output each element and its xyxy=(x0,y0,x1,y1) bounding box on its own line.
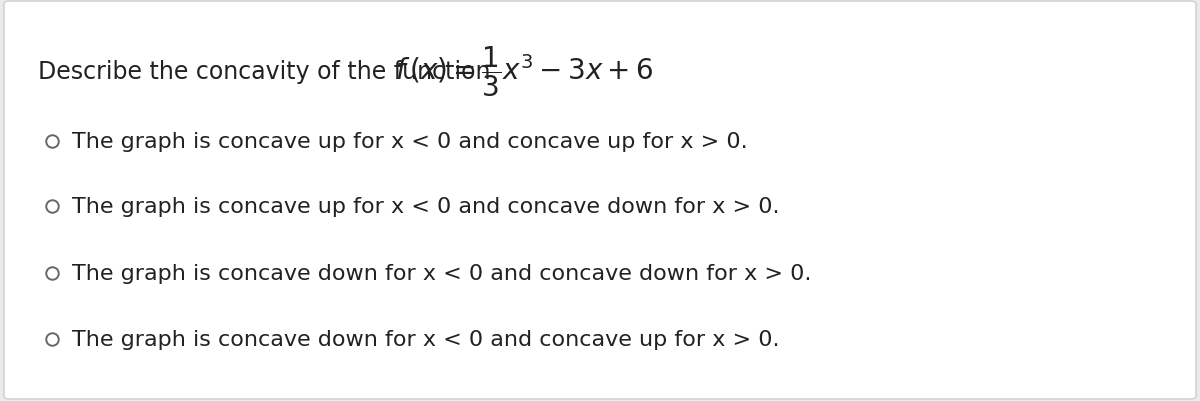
Text: $f\,(x) = \dfrac{1}{3}x^3 - 3x + 6$: $f\,(x) = \dfrac{1}{3}x^3 - 3x + 6$ xyxy=(395,45,654,99)
Text: The graph is concave up for x < 0 and concave down for x > 0.: The graph is concave up for x < 0 and co… xyxy=(72,196,780,217)
Text: The graph is concave down for x < 0 and concave down for x > 0.: The graph is concave down for x < 0 and … xyxy=(72,263,811,283)
Text: The graph is concave down for x < 0 and concave up for x > 0.: The graph is concave down for x < 0 and … xyxy=(72,329,780,349)
Text: The graph is concave up for x < 0 and concave up for x > 0.: The graph is concave up for x < 0 and co… xyxy=(72,132,748,152)
Text: Describe the concavity of the function: Describe the concavity of the function xyxy=(38,60,491,84)
FancyBboxPatch shape xyxy=(4,2,1196,399)
